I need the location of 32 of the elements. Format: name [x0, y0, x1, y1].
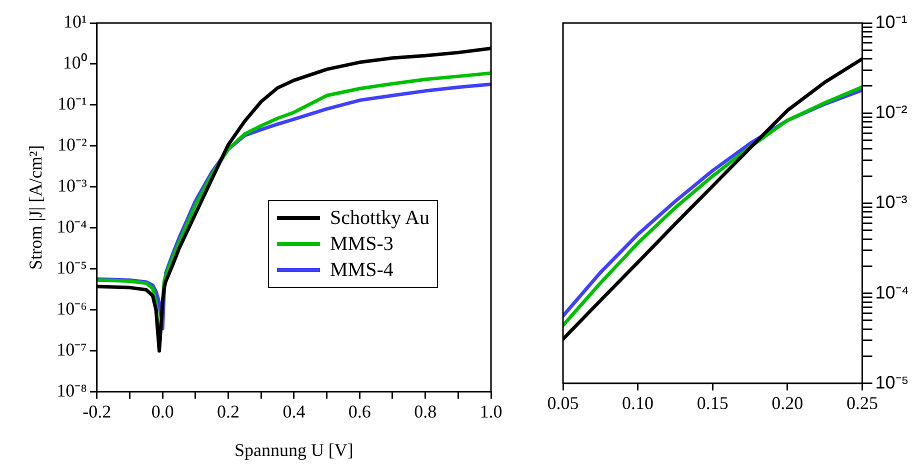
y-tick-label: 10⁻³ [875, 192, 908, 212]
x-tick-label: -0.2 [82, 401, 112, 422]
y-tick-label: 10⁻⁴ [56, 216, 87, 237]
y-tick-label: 10⁰ [62, 52, 87, 73]
x-tick-label: 0.0 [151, 401, 174, 422]
y-tick-label: 10⁻⁵ [875, 372, 909, 392]
y-tick-label: 10⁻⁶ [56, 298, 87, 319]
x-tick-label: 1.0 [480, 401, 502, 422]
x-tick-label: 0.25 [846, 392, 878, 413]
y-tick-label: 10⁻² [875, 102, 908, 122]
y-axis-title: Strom |J| [A/cm²] [26, 145, 46, 270]
y-tick-label: 10⁻² [57, 134, 87, 155]
x-tick-label: 0.15 [696, 392, 728, 413]
y-tick-label: 10⁻¹ [57, 94, 87, 114]
x-tick-label: 0.6 [348, 401, 371, 422]
x-tick-label: 0.4 [282, 401, 306, 422]
y-tick-label: 10⁻¹ [875, 12, 908, 32]
y-tick-label: 10⁻⁸ [56, 380, 87, 401]
x-axis-title: Spannung U [V] [234, 440, 354, 460]
x-tick-label: 0.2 [217, 401, 240, 422]
legend-label: Schottky Au [330, 206, 430, 230]
y-tick-label: 10⁻³ [57, 176, 88, 196]
x-tick-label: 0.8 [414, 401, 437, 422]
y-tick-label: 10⁻⁷ [56, 340, 87, 360]
y-tick-label: 10¹ [63, 12, 87, 32]
x-tick-label: 0.20 [772, 392, 804, 413]
legend-label: MMS-3 [330, 232, 394, 256]
y-tick-label: 10⁻⁵ [56, 258, 87, 278]
y-tick-label: 10⁻⁴ [875, 282, 910, 302]
x-tick-label: 0.10 [622, 392, 654, 413]
legend-label: MMS-4 [330, 258, 394, 282]
x-tick-label: 0.05 [547, 392, 579, 413]
